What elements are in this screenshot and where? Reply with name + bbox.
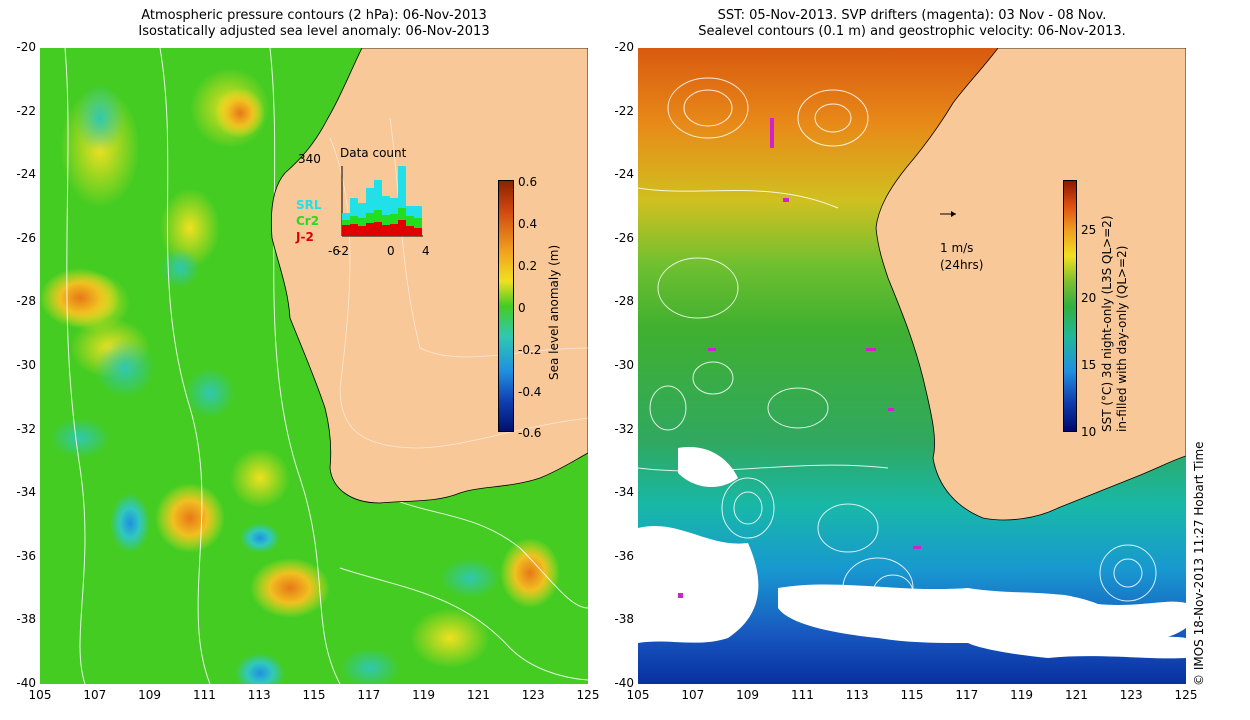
left-xtick: 105 <box>28 688 52 702</box>
data-count-inset <box>341 166 423 237</box>
left-xtick: 117 <box>357 688 381 702</box>
left-ytick: -24 <box>16 167 36 182</box>
sst-cbar-tick-2: 15 <box>1081 358 1097 372</box>
left-xtick: 107 <box>83 688 107 702</box>
right-xtick: 113 <box>845 688 869 702</box>
right-title-line1: SST: 05-Nov-2013. SVP drifters (magenta)… <box>717 8 1107 23</box>
inset-xtick-0: 0 <box>387 244 395 258</box>
right-ytick: -26 <box>614 230 634 245</box>
inset-legend-cr2: Cr2 <box>296 214 320 228</box>
sst-map-canvas <box>638 48 1186 684</box>
ssla-cbar-tick-2: 0.2 <box>518 259 538 273</box>
svp-drifters <box>678 118 921 598</box>
velocity-scale-line1: 1 m/s <box>940 241 974 255</box>
right-xtick: 125 <box>1174 688 1198 702</box>
left-ytick: -26 <box>16 230 36 245</box>
inset-bars <box>342 166 422 236</box>
australia-landmass-sst <box>875 48 1186 521</box>
inset-xtick-m2: -2 <box>337 244 349 258</box>
left-title: Atmospheric pressure contours (2 hPa): 0… <box>40 8 588 40</box>
right-xtick: 119 <box>1010 688 1034 702</box>
ssla-cbar-tick-0: 0.6 <box>518 175 538 189</box>
sst-cbar-tick-0: 25 <box>1081 223 1097 237</box>
ssla-anomaly-blobs <box>40 68 560 684</box>
right-xtick: 111 <box>790 688 814 702</box>
right-xtick: 109 <box>736 688 760 702</box>
left-xtick: 109 <box>138 688 162 702</box>
inset-legend-j2: J-2 <box>296 230 314 244</box>
inset-xtick-m6: -6 <box>328 244 340 258</box>
right-ytick: -38 <box>614 612 634 627</box>
sealevel-contours <box>638 77 1157 632</box>
left-title-line2: Isostatically adjusted sea level anomaly… <box>138 24 490 39</box>
left-ytick: -28 <box>16 294 36 309</box>
ssla-cbar-label: Sea level anomaly (m) <box>547 244 561 380</box>
sst-map <box>638 48 1186 684</box>
left-xtick: 111 <box>192 688 216 702</box>
right-ytick: -22 <box>614 103 634 118</box>
right-title-line2: Sealevel contours (0.1 m) and geostrophi… <box>698 24 1126 39</box>
inset-title: Data count <box>340 146 407 160</box>
right-ytick: -32 <box>614 421 634 436</box>
inset-max-label: 340 <box>298 152 321 166</box>
right-ytick: -40 <box>614 676 634 690</box>
sst-cbar-label-1: SST (°C) 3d night-only (L3S QL>=2) <box>1100 215 1114 432</box>
right-ytick: -30 <box>614 358 634 372</box>
ssla-cbar-tick-6: -0.6 <box>518 426 542 440</box>
left-ytick: -30 <box>16 358 36 372</box>
cloud-masks <box>638 447 1186 659</box>
sst-cbar-tick-1: 20 <box>1081 291 1097 305</box>
right-ytick: -28 <box>614 294 634 309</box>
right-xtick: 121 <box>1064 688 1088 702</box>
right-xtick: 123 <box>1119 688 1143 702</box>
left-ytick: -20 <box>16 40 36 54</box>
ssla-colorbar <box>498 180 514 432</box>
velocity-scale-arrow <box>940 211 956 217</box>
right-xtick: 107 <box>681 688 705 702</box>
sst-colorbar <box>1063 180 1077 432</box>
ssla-cbar-tick-5: -0.4 <box>518 385 542 399</box>
sst-cbar-tick-3: 10 <box>1081 425 1097 439</box>
left-ytick: -34 <box>16 485 36 500</box>
right-ytick: -24 <box>614 167 634 182</box>
left-xtick: 121 <box>466 688 490 702</box>
ssla-cbar-tick-3: 0 <box>518 301 526 315</box>
right-ytick: -34 <box>614 485 634 500</box>
ssla-map-canvas <box>40 48 588 684</box>
left-xtick: 115 <box>302 688 326 702</box>
imos-credit: © IMOS 18-Nov-2013 11:27 Hobart Time <box>1192 441 1206 686</box>
left-ytick: -38 <box>16 612 36 627</box>
right-title: SST: 05-Nov-2013. SVP drifters (magenta)… <box>638 8 1186 40</box>
right-ytick: -20 <box>614 40 634 54</box>
left-ytick: -22 <box>16 103 36 118</box>
left-xtick: 113 <box>247 688 271 702</box>
velocity-scale-line2: (24hrs) <box>940 258 984 272</box>
right-xtick: 117 <box>955 688 979 702</box>
pressure-contours <box>64 48 588 684</box>
left-xtick: 119 <box>412 688 436 702</box>
right-ytick: -36 <box>614 548 634 563</box>
sst-cbar-label-2: in-filled with day-only (QL>=2) <box>1115 245 1129 432</box>
left-xtick: 125 <box>576 688 600 702</box>
left-ytick: -40 <box>16 676 36 690</box>
left-ytick: -36 <box>16 548 36 563</box>
ssla-cbar-tick-1: 0.4 <box>518 217 538 231</box>
right-xtick: 105 <box>626 688 650 702</box>
right-xtick: 115 <box>900 688 924 702</box>
left-title-line1: Atmospheric pressure contours (2 hPa): 0… <box>141 8 487 23</box>
left-ytick: -32 <box>16 421 36 436</box>
ssla-map <box>40 48 588 684</box>
land-contours <box>329 117 588 449</box>
inset-legend-srl: SRL <box>296 198 322 212</box>
left-xtick: 123 <box>521 688 545 702</box>
inset-xtick-4: 4 <box>422 244 430 258</box>
ssla-cbar-tick-4: -0.2 <box>518 343 542 357</box>
